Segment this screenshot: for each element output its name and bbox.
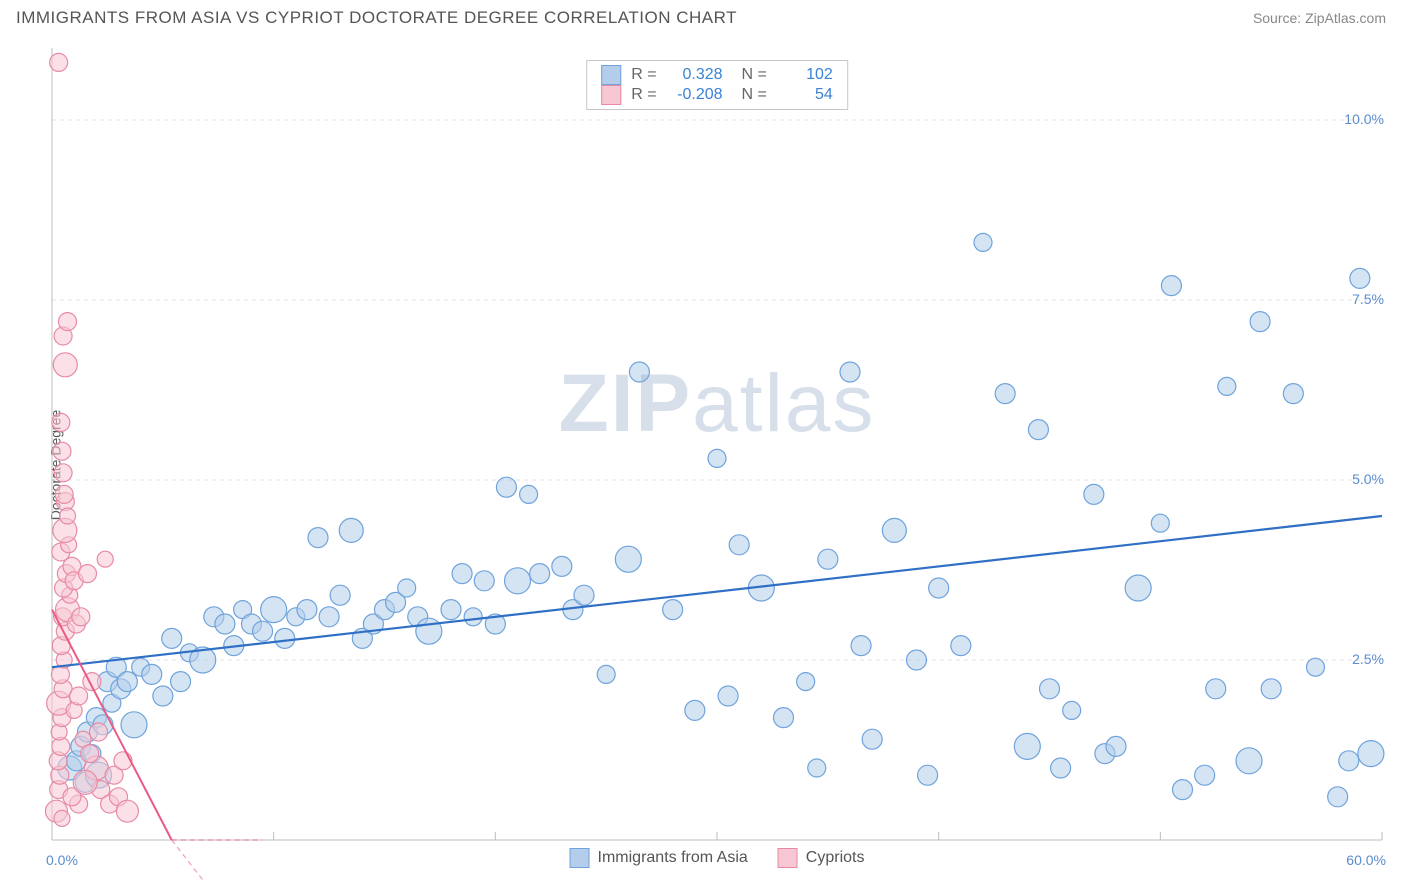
legend-label: Cypriots [806, 849, 865, 867]
series-legend: Immigrants from Asia Cypriots [570, 848, 865, 868]
n-value: 102 [777, 66, 833, 84]
legend-item: Immigrants from Asia [570, 848, 748, 868]
legend-swatch [570, 848, 590, 868]
legend-swatch [601, 65, 621, 85]
y-tick-label: 5.0% [1352, 471, 1384, 487]
legend-swatch [601, 85, 621, 105]
r-value: 0.328 [667, 66, 723, 84]
x-axis-min-label: 0.0% [46, 852, 78, 868]
n-label: N = [733, 86, 767, 104]
stats-legend: R = 0.328 N = 102 R = -0.208 N = 54 [586, 60, 848, 110]
legend-label: Immigrants from Asia [598, 849, 748, 867]
legend-swatch [778, 848, 798, 868]
y-tick-label: 2.5% [1352, 651, 1384, 667]
y-tick-label: 7.5% [1352, 291, 1384, 307]
n-label: N = [733, 66, 767, 84]
stats-row: R = 0.328 N = 102 [601, 65, 833, 85]
chart-area: Doctorate Degree ZIPatlas R =0.328 N =10… [0, 38, 1406, 892]
stats-row: R = -0.208 N = 54 [601, 85, 833, 105]
r-label: R = [631, 66, 656, 84]
n-value: 54 [777, 86, 833, 104]
r-label: R = [631, 86, 656, 104]
chart-title: IMMIGRANTS FROM ASIA VS CYPRIOT DOCTORAT… [16, 8, 737, 28]
scatter-plot: ZIPatlas R =0.328 N =102R =-0.208 N =54 … [52, 48, 1382, 840]
legend-item: Cypriots [778, 848, 865, 868]
x-axis-max-label: 60.0% [1346, 852, 1386, 868]
y-tick-label: 10.0% [1344, 111, 1384, 127]
chart-source: Source: ZipAtlas.com [1253, 10, 1386, 26]
r-value: -0.208 [667, 86, 723, 104]
